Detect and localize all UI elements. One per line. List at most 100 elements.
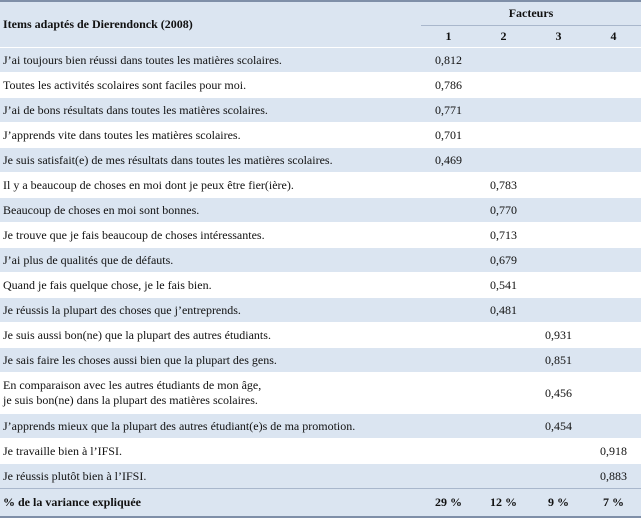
loading-f3 [531,438,586,464]
header-row: Items adaptés de Dierendonck (2008) Fact… [0,0,641,48]
item-text: Il y a beaucoup de choses en moi dont je… [0,172,421,198]
table-row: J’apprends vite dans toutes les matières… [0,122,641,148]
loading-f1: 0,812 [421,47,476,73]
variance-f3: 9 % [531,488,586,518]
item-text: Je suis satisfait(e) de mes résultats da… [0,147,421,173]
item-text: En comparaison avec les autres étudiants… [0,372,421,414]
table-row: Je réussis plutôt bien à l’IFSI. 0,883 [0,463,641,489]
loading-f2: 0,481 [476,297,531,323]
loading-f1 [421,297,476,323]
loading-f2 [476,322,531,348]
loading-f3: 0,931 [531,322,586,348]
loading-f4 [586,72,641,98]
loading-f3 [531,272,586,298]
factor-4-header: 4 [586,25,641,48]
factor-3-header: 3 [531,25,586,48]
loading-f2: 0,783 [476,172,531,198]
table-row: J’ai de bons résultats dans toutes les m… [0,97,641,123]
loading-f1 [421,322,476,348]
loading-f3 [531,222,586,248]
table-row: J’ai toujours bien réussi dans toutes le… [0,47,641,73]
table-title: Items adaptés de Dierendonck (2008) [0,0,421,48]
loading-f2 [476,463,531,489]
loading-f4 [586,197,641,223]
loading-f1 [421,372,476,414]
variance-label: % de la variance expliquée [0,488,421,518]
loading-f1 [421,438,476,464]
loading-f1: 0,469 [421,147,476,173]
loading-f4 [586,297,641,323]
loading-f4 [586,47,641,73]
item-text: Je sais faire les choses aussi bien que … [0,347,421,373]
loading-f1 [421,197,476,223]
loading-f1 [421,347,476,373]
loading-f3 [531,197,586,223]
loading-f1 [421,272,476,298]
item-text: J’apprends vite dans toutes les matières… [0,122,421,148]
table-row: Je réussis la plupart des choses que j’e… [0,297,641,323]
loading-f2 [476,347,531,373]
item-text: Je réussis plutôt bien à l’IFSI. [0,463,421,489]
loading-f3 [531,172,586,198]
loading-f1 [421,222,476,248]
loading-f4 [586,322,641,348]
loading-f4 [586,172,641,198]
loading-f3 [531,463,586,489]
item-text-line-1: En comparaison avec les autres étudiants… [3,378,262,392]
item-text: Toutes les activités scolaires sont faci… [0,72,421,98]
variance-f4: 7 % [586,488,641,518]
loading-f2: 0,679 [476,247,531,273]
loading-f3 [531,47,586,73]
table-row: Je sais faire les choses aussi bien que … [0,347,641,373]
loading-f1: 0,771 [421,97,476,123]
item-text: J’apprends mieux que la plupart des autr… [0,413,421,439]
table-row: En comparaison avec les autres étudiants… [0,372,641,414]
loading-f2: 0,713 [476,222,531,248]
loading-f2 [476,47,531,73]
variance-f2: 12 % [476,488,531,518]
variance-f1: 29 % [421,488,476,518]
loading-f4 [586,222,641,248]
table-row: Toutes les activités scolaires sont faci… [0,72,641,98]
loading-f3: 0,456 [531,372,586,414]
loading-f4 [586,413,641,439]
table-row: Je trouve que je fais beaucoup de choses… [0,222,641,248]
loading-f1: 0,701 [421,122,476,148]
variance-row: % de la variance expliquée 29 % 12 % 9 %… [0,488,641,518]
loading-f1 [421,247,476,273]
loading-f3: 0,454 [531,413,586,439]
item-text: Je suis aussi bon(ne) que la plupart des… [0,322,421,348]
loading-f3 [531,147,586,173]
factors-header: Facteurs [421,0,641,26]
loading-f3 [531,297,586,323]
item-text: J’ai de bons résultats dans toutes les m… [0,97,421,123]
loading-f1 [421,463,476,489]
loading-f4 [586,347,641,373]
loading-f2 [476,438,531,464]
table-row: Il y a beaucoup de choses en moi dont je… [0,172,641,198]
factor-numbers-row: 1 2 3 4 [0,25,641,48]
loading-f4 [586,272,641,298]
loading-f3 [531,122,586,148]
loading-f4 [586,122,641,148]
loading-f2 [476,413,531,439]
loading-f4: 0,918 [586,438,641,464]
item-text: Je trouve que je fais beaucoup de choses… [0,222,421,248]
item-text-line-2: je suis bon(ne) dans la plupart des mati… [3,393,258,407]
loading-f1 [421,172,476,198]
loading-f4: 0,883 [586,463,641,489]
item-text: Je travaille bien à l’IFSI. [0,438,421,464]
loading-f2 [476,72,531,98]
factor-1-header: 1 [421,25,476,48]
loading-f2: 0,770 [476,197,531,223]
table-row: Je travaille bien à l’IFSI. 0,918 [0,438,641,464]
loading-f4 [586,97,641,123]
loading-f1: 0,786 [421,72,476,98]
item-text: J’ai toujours bien réussi dans toutes le… [0,47,421,73]
loading-f2 [476,97,531,123]
item-text: Quand je fais quelque chose, je le fais … [0,272,421,298]
loading-f3 [531,247,586,273]
loading-f2 [476,122,531,148]
loading-f2 [476,147,531,173]
